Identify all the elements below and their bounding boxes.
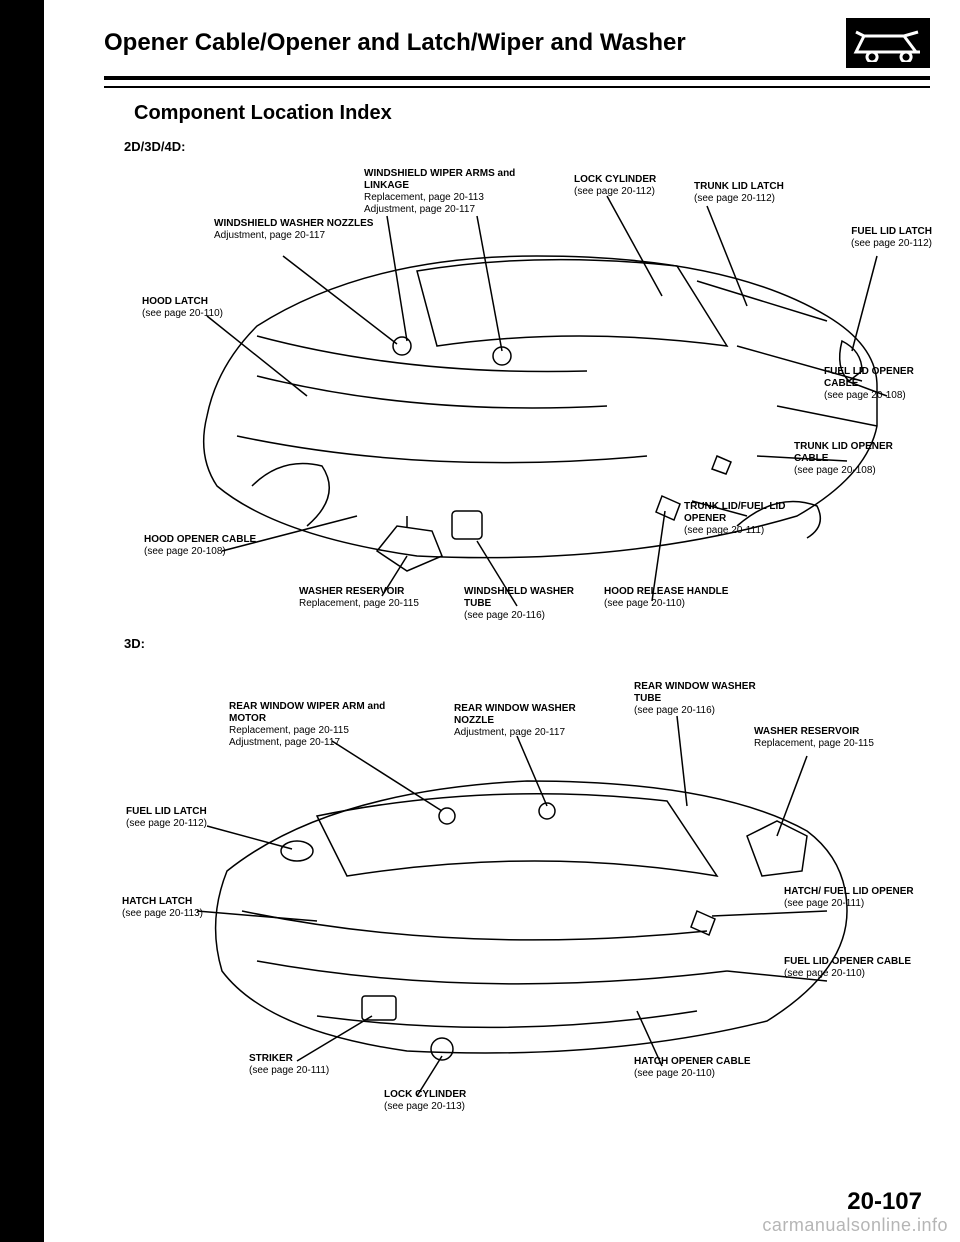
- label-rear-window-washer-tube: REAR WINDOW WASHER TUBE (see page 20-116…: [634, 681, 774, 717]
- label-hood-release-handle: HOOD RELEASE HANDLE (see page 20-110): [604, 586, 754, 610]
- label-windshield-washer-tube: WINDSHIELD WASHER TUBE (see page 20-116): [464, 586, 594, 622]
- label-rear-window-washer-nozzle: REAR WINDOW WASHER NOZZLE Adjustment, pa…: [454, 703, 604, 739]
- subheading-3d: 3D:: [124, 636, 930, 651]
- label-lock-cylinder: LOCK CYLINDER (see page 20-112): [574, 174, 684, 198]
- diagram-front: WINDSHIELD WIPER ARMS and LINKAGE Replac…: [104, 156, 930, 636]
- label-windshield-wiper-arms: WINDSHIELD WIPER ARMS and LINKAGE Replac…: [364, 168, 524, 216]
- label-trunk-lid-opener-cable: TRUNK LID OPENER CABLE (see page 20-108): [794, 441, 914, 477]
- label-lock-cylinder-2: LOCK CYLINDER (see page 20-113): [384, 1089, 504, 1113]
- page-number: 20-107: [847, 1188, 922, 1216]
- label-fuel-lid-latch: FUEL LID LATCH (see page 20-112): [822, 226, 932, 250]
- label-rear-window-wiper: REAR WINDOW WIPER ARM and MOTOR Replacem…: [229, 701, 389, 749]
- label-fuel-lid-opener-cable-2: FUEL LID OPENER CABLE (see page 20-110): [784, 956, 914, 980]
- page-header: Opener Cable/Opener and Latch/Wiper and …: [104, 18, 930, 80]
- label-windshield-washer-nozzles: WINDSHIELD WASHER NOZZLES Adjustment, pa…: [214, 218, 374, 242]
- divider: [104, 86, 930, 88]
- page-title: Opener Cable/Opener and Latch/Wiper and …: [104, 29, 686, 57]
- label-washer-reservoir: WASHER RESERVOIR Replacement, page 20-11…: [299, 586, 459, 610]
- section-title: Component Location Index: [134, 102, 930, 125]
- subheading-2d3d4d: 2D/3D/4D:: [124, 139, 930, 154]
- label-fuel-lid-opener-cable: FUEL LID OPENER CABLE (see page 20-108): [824, 366, 934, 402]
- label-trunk-lid-latch: TRUNK LID LATCH (see page 20-112): [694, 181, 814, 205]
- label-hood-latch: HOOD LATCH (see page 20-110): [142, 296, 252, 320]
- watermark: carmanualsonline.info: [762, 1215, 948, 1236]
- label-hatch-opener-cable: HATCH OPENER CABLE (see page 20-110): [634, 1056, 764, 1080]
- label-hood-opener-cable: HOOD OPENER CABLE (see page 20-108): [144, 534, 284, 558]
- car-icon: [846, 18, 930, 68]
- label-hatch-latch: HATCH LATCH (see page 20-113): [122, 896, 232, 920]
- label-hatch-fuel-lid-opener: HATCH/ FUEL LID OPENER (see page 20-111): [784, 886, 914, 910]
- label-washer-reservoir-2: WASHER RESERVOIR Replacement, page 20-11…: [754, 726, 914, 750]
- diagram-rear: REAR WINDOW WIPER ARM and MOTOR Replacem…: [104, 661, 930, 1121]
- page: Opener Cable/Opener and Latch/Wiper and …: [44, 0, 960, 1242]
- label-trunk-lid-fuel-lid-opener: TRUNK LID/FUEL LID OPENER (see page 20-1…: [684, 501, 804, 537]
- label-fuel-lid-latch-2: FUEL LID LATCH (see page 20-112): [126, 806, 236, 830]
- label-striker: STRIKER (see page 20-111): [249, 1053, 359, 1077]
